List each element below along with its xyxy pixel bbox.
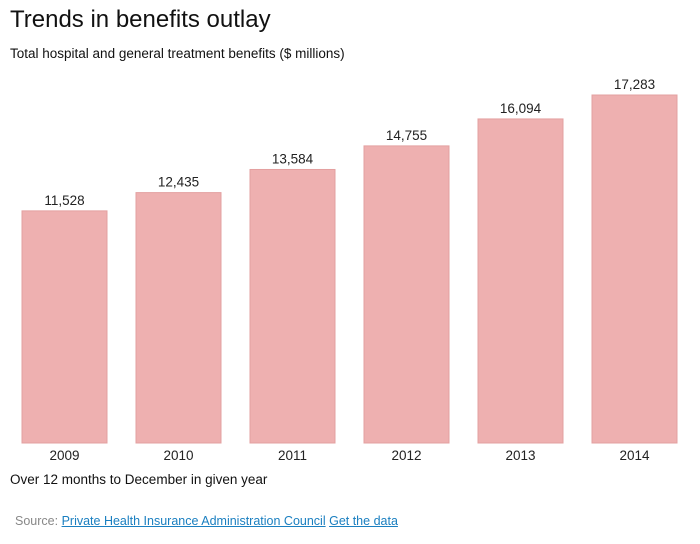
source-label: Source: bbox=[15, 514, 59, 528]
category-label-2009: 2009 bbox=[49, 448, 79, 463]
chart-title: Trends in benefits outlay bbox=[10, 6, 271, 33]
value-label-2012: 14,755 bbox=[386, 128, 427, 143]
bar-2009 bbox=[21, 210, 108, 444]
chart-subtitle: Total hospital and general treatment ben… bbox=[10, 46, 345, 61]
source-link[interactable]: Private Health Insurance Administration … bbox=[61, 514, 326, 528]
value-label-2011: 13,584 bbox=[272, 151, 314, 166]
category-label-2014: 2014 bbox=[619, 448, 650, 463]
value-label-2013: 16,094 bbox=[500, 101, 542, 116]
bar-2014 bbox=[591, 94, 678, 444]
category-label-2010: 2010 bbox=[163, 448, 193, 463]
value-label-2009: 11,528 bbox=[44, 193, 84, 208]
category-label-2011: 2011 bbox=[278, 448, 307, 463]
bar-2011 bbox=[249, 168, 336, 444]
bar-2013 bbox=[477, 118, 564, 444]
category-label-2013: 2013 bbox=[505, 448, 535, 463]
value-label-2010: 12,435 bbox=[158, 175, 199, 190]
bar-2010 bbox=[135, 192, 222, 444]
chart-note: Over 12 months to December in given year bbox=[10, 472, 268, 487]
source-line: Source: Private Health Insurance Adminis… bbox=[15, 514, 398, 528]
bar-2012 bbox=[363, 145, 450, 444]
get-data-link[interactable]: Get the data bbox=[329, 514, 398, 528]
category-label-2012: 2012 bbox=[391, 448, 421, 463]
value-label-2014: 17,283 bbox=[614, 77, 655, 92]
